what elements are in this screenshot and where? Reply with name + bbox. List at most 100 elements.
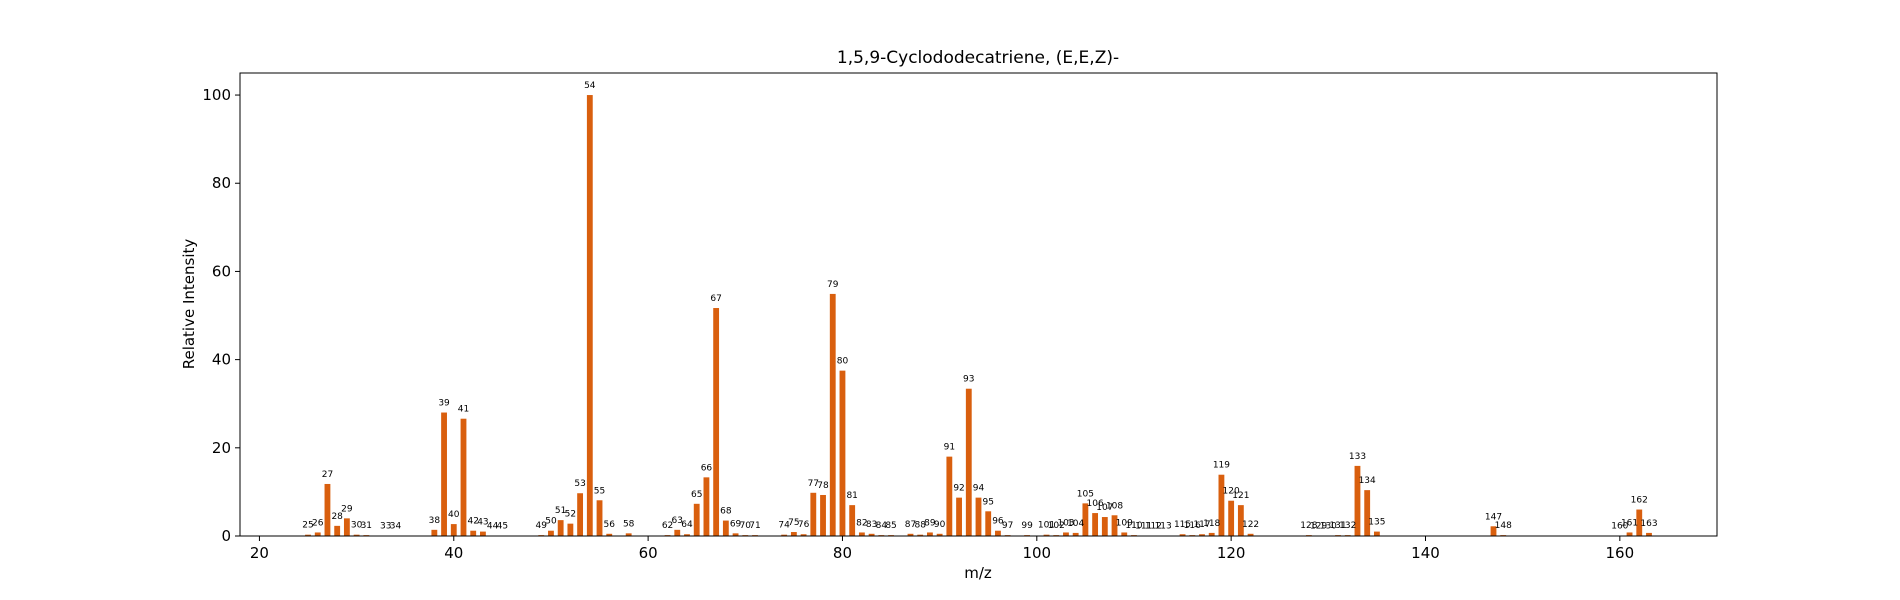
bar-value-label: 84 [876,521,888,531]
bar-value-label: 26 [312,518,324,528]
bar-value-label: 134 [1359,476,1376,486]
bar-value-label: 129 [1310,522,1327,532]
bar-value-label: 109 [1116,518,1133,528]
bar-value-label: 132 [1339,521,1356,531]
bar-value-label: 131 [1329,521,1346,531]
bar-value-label: 99 [1021,521,1033,531]
bar-value-label: 83 [866,520,877,530]
bar-value-label: 106 [1087,499,1104,509]
spectrum-bar [936,533,943,536]
bar-value-label: 113 [1155,522,1172,532]
bar-value-label: 69 [730,519,742,529]
bar-value-label: 118 [1203,519,1220,529]
spectrum-bar [1121,532,1128,536]
bar-value-label: 111 [1135,522,1152,532]
bar-value-label: 67 [710,294,721,304]
bar-value-label: 116 [1184,521,1201,531]
bar-value-label: 54 [584,81,596,91]
spectrum-bar [810,492,817,536]
bar-value-label: 122 [1242,520,1259,530]
bar-value-label: 110 [1125,521,1142,531]
bar-value-label: 41 [458,405,469,415]
bar-value-label: 82 [856,518,867,528]
bar-value-label: 119 [1213,461,1230,471]
bar-value-label: 94 [973,484,985,494]
bar-value-label: 25 [302,521,313,531]
x-axis-ticks: 20 40 60 80 100 120 140 160 [250,536,1634,562]
spectrum-bar [1063,532,1069,536]
bar-value-label: 49 [536,521,548,531]
x-tick-label: 100 [1022,544,1051,562]
y-axis-ticks: 0 20 40 60 80 100 [202,86,240,545]
spectrum-bar [995,530,1001,536]
bar-value-label: 29 [341,504,353,514]
spectrum-bar [577,493,584,536]
spectrum-bar [334,525,341,536]
spectrum-bar [470,530,477,536]
bar-value-label: 62 [662,521,673,531]
spectrum-bar [781,534,788,536]
spectrum-bar [693,503,700,536]
bar-value-label: 63 [672,516,683,526]
spectrum-bar [985,511,992,536]
bar-value-label: 90 [934,520,946,530]
bar-value-label: 133 [1349,452,1366,462]
bar-value-label: 87 [905,520,916,530]
spectrum-bar [314,532,321,536]
spectrum-bar [907,533,914,536]
spectrum-bar [975,497,982,536]
spectrum-bar [343,518,350,536]
bar-value-label: 51 [555,506,566,516]
bar-value-label: 58 [623,519,635,529]
bar-value-label: 27 [322,470,333,480]
bar-value-label: 81 [846,491,857,501]
spectrum-bar [1646,532,1652,536]
bar-value-label: 112 [1145,522,1162,532]
spectrum-bar [557,520,564,536]
spectrum-bar [480,531,486,536]
bar-value-label: 115 [1174,520,1191,530]
bar-value-label: 68 [720,507,732,517]
chart-title: 1,5,9-Cyclododecatriene, (E,E,Z)- [837,48,1119,68]
bar-value-label: 130 [1320,522,1337,532]
bar-value-label: 93 [963,375,974,385]
bar-value-label: 80 [837,357,849,367]
bar-value-label: 65 [691,490,702,500]
spectrum-bar [800,534,807,536]
spectrum-bar [353,534,360,536]
bar-value-label: 34 [390,522,402,532]
bar-value-label: 78 [817,481,829,491]
bar-value-label: 85 [885,521,896,531]
bar-value-label: 52 [565,510,576,520]
plot-frame [239,72,1718,537]
spectrum-bar [1490,526,1497,536]
spectrum-bar [790,532,797,536]
spectrum-bar [946,456,953,536]
bar-value-label: 128 [1300,521,1317,531]
spectrum-bar [917,534,924,536]
bar-value-label: 31 [361,521,372,531]
bar-value-label: 147 [1485,512,1502,522]
bar-value-label: 39 [438,399,450,409]
x-tick-label: 20 [250,544,269,562]
spectrum-bar [1228,500,1235,536]
bar-value-label: 53 [574,479,585,489]
spectrum-bar [1208,532,1215,536]
bar-value-label: 40 [448,510,460,520]
spectrum-bar [431,529,438,536]
bar-value-label: 117 [1193,520,1210,530]
spectrum-bar [1218,474,1225,536]
spectrum-bar [586,95,593,537]
spectrum-bar [684,534,690,536]
bar-value-label: 45 [497,522,508,532]
spectrum-bar [1101,517,1108,536]
bar-value-label: 33 [380,522,391,532]
bar-value-label: 70 [740,521,752,531]
spectrum-bar [567,523,574,536]
bar-value-label: 56 [604,520,616,530]
bar-value-label: 148 [1495,521,1512,531]
spectrum-bar [858,532,865,536]
bar-value-label: 88 [914,521,926,531]
spectrum-bar [460,418,467,536]
spectrum-bar [1199,534,1205,536]
